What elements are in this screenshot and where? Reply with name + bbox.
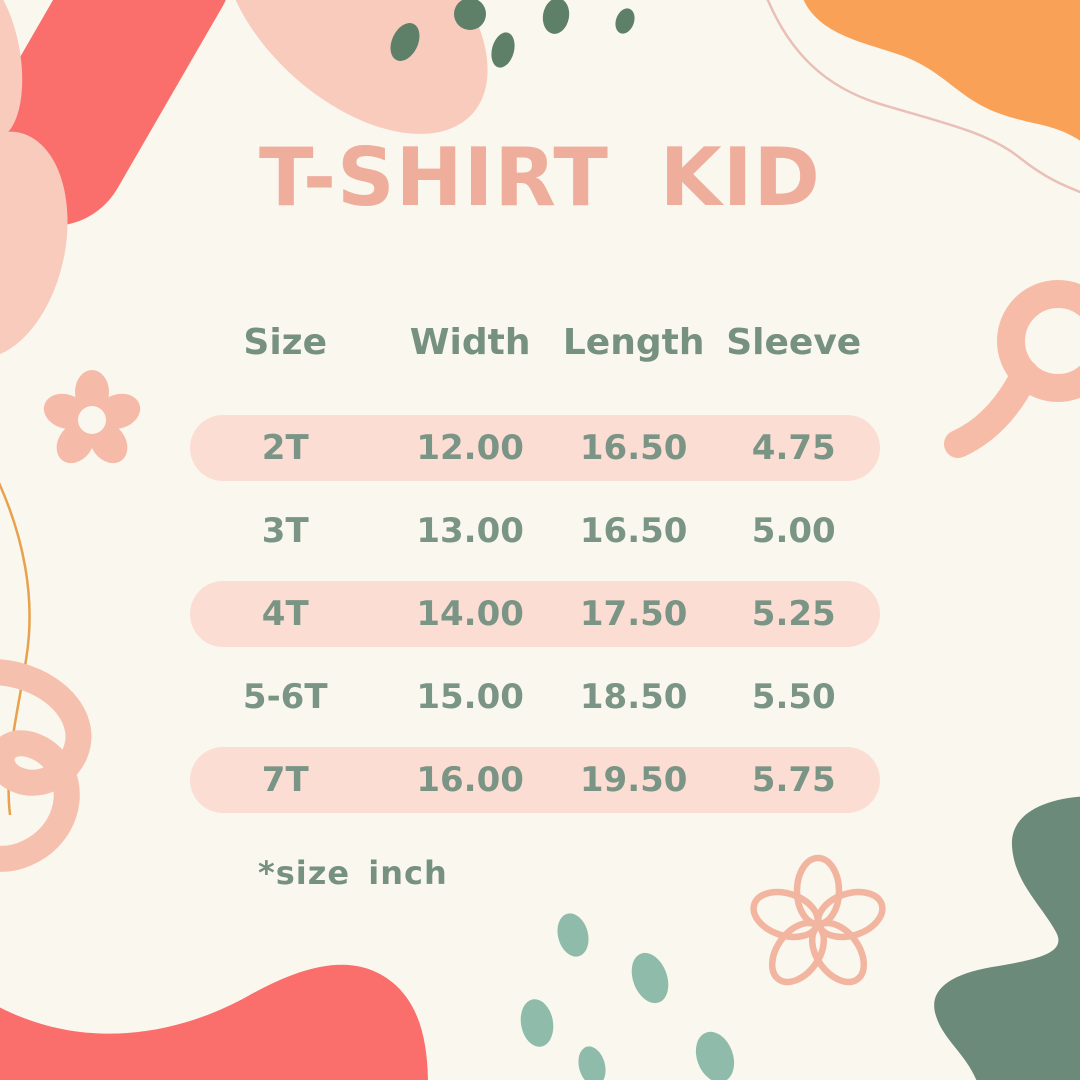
cell-size: 7T — [261, 760, 309, 800]
header-cell-length: Length — [562, 321, 705, 363]
flower-filled-left-icon — [43, 370, 141, 464]
coral-blob-top-left-icon — [0, 0, 233, 226]
cell-length: 17.50 — [579, 594, 688, 634]
cell-width: 16.00 — [416, 760, 524, 800]
cell-size: 3T — [261, 511, 309, 551]
cell-length: 19.50 — [579, 760, 688, 800]
pink-sliver-corner-icon — [0, 0, 23, 139]
table-row-3t: 3T 13.00 16.50 5.00 — [190, 498, 880, 564]
header-cell-sleeve: Sleeve — [726, 321, 862, 363]
cell-sleeve: 5.75 — [751, 760, 836, 800]
page-title: T-SHIRT KID — [259, 131, 821, 224]
pink-blob-top-icon — [222, 0, 488, 134]
cell-size: 2T — [261, 428, 309, 468]
orange-blob-top-right-icon — [803, 0, 1080, 141]
cell-sleeve: 4.75 — [751, 428, 836, 468]
table-body: 2T 12.00 16.50 4.75 3T 13.00 16.50 5.00 … — [190, 415, 880, 813]
cell-size: 5-6T — [242, 677, 328, 717]
cell-length: 16.50 — [579, 428, 688, 468]
flower-outline-doodle-icon — [750, 854, 886, 986]
cell-width: 13.00 — [416, 511, 524, 551]
pink-wavy-line-icon — [766, 0, 1080, 194]
table-row-7t: 7T 16.00 19.50 5.75 — [190, 747, 880, 813]
cell-sleeve: 5.50 — [751, 677, 836, 717]
table-row-4t: 4T 14.00 17.50 5.25 — [190, 581, 880, 647]
cell-width: 15.00 — [416, 677, 524, 717]
pink-blob-left-edge-icon — [0, 131, 68, 359]
pink-squiggle-bottom-left-icon — [0, 659, 92, 872]
size-table: Size Width Length Sleeve 2T 12.00 16.50 … — [190, 320, 880, 830]
header-cell-width: Width — [409, 321, 531, 363]
green-dots-top-icon — [390, 0, 635, 68]
cell-length: 18.50 — [579, 677, 688, 717]
cell-length: 16.50 — [579, 511, 688, 551]
pink-swirl-right-icon — [944, 280, 1080, 458]
unit-note: *size inch — [258, 854, 448, 892]
cell-width: 12.00 — [416, 428, 524, 468]
teal-dots-bottom-icon — [520, 913, 735, 1080]
table-row-5-6t: 5-6T 15.00 18.50 5.50 — [190, 664, 880, 730]
cell-size: 4T — [261, 594, 309, 634]
header-cell-size: Size — [243, 321, 328, 363]
cell-sleeve: 5.25 — [751, 594, 836, 634]
coral-wave-bottom-left-icon — [0, 964, 428, 1080]
table-row-2t: 2T 12.00 16.50 4.75 — [190, 415, 880, 481]
table-header-row: Size Width Length Sleeve — [190, 320, 880, 364]
green-blob-bottom-right-icon — [934, 796, 1080, 1080]
cell-width: 14.00 — [416, 594, 524, 634]
cell-sleeve: 5.00 — [751, 511, 836, 551]
